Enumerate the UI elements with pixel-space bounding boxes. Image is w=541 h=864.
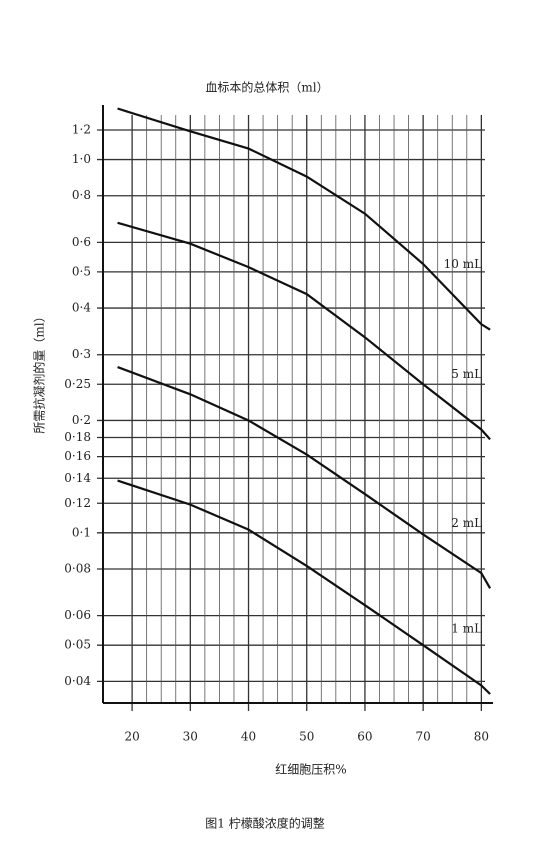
series-label: 2 mL <box>451 516 482 530</box>
series-label: 5 mL <box>451 367 482 381</box>
y-tick-label: 0·5 <box>72 264 91 278</box>
line <box>117 479 491 695</box>
y-tick-label: 0·14 <box>64 471 91 485</box>
y-axis-label: 所需抗凝剂的量（ml） <box>32 310 47 433</box>
line <box>117 221 491 441</box>
series-label: 1 mL <box>451 621 482 635</box>
y-tick-label: 0·06 <box>64 608 91 622</box>
y-tick-label: 0·08 <box>64 561 91 575</box>
line <box>117 366 492 589</box>
y-tick-label: 0·4 <box>72 301 91 315</box>
y-tick-label: 0·8 <box>72 188 91 202</box>
y-tick-label: 0·1 <box>72 525 91 539</box>
y-tick-label: 0·18 <box>64 430 91 444</box>
series-label: 10 mL <box>444 257 482 271</box>
x-tick-label: 30 <box>183 730 198 744</box>
x-tick-label: 20 <box>124 730 139 744</box>
x-tick-label: 40 <box>241 730 256 744</box>
y-tick-label: 0·25 <box>64 377 91 391</box>
x-tick-label: 70 <box>416 730 431 744</box>
y-tick-label: 0·05 <box>64 638 91 652</box>
y-tick-label: 0·2 <box>72 413 91 427</box>
caption: 图1 柠檬酸浓度的调整 <box>205 816 324 831</box>
y-tick-label: 1·2 <box>72 122 91 136</box>
x-tick-label: 50 <box>299 730 314 744</box>
y-tick-label: 0·04 <box>64 674 91 688</box>
y-tick-label: 0·12 <box>64 496 91 510</box>
y-tick-label: 0·16 <box>64 449 91 463</box>
x-tick-label: 80 <box>474 730 489 744</box>
x-axis-label: 红细胞压积% <box>275 762 346 777</box>
x-tick-label: 60 <box>357 730 372 744</box>
y-tick-label: 0·6 <box>72 235 91 249</box>
line <box>117 107 491 331</box>
y-tick-label: 0·3 <box>72 347 91 361</box>
y-tick-label: 1·0 <box>72 152 91 166</box>
chart-title: 血标本的总体积（ml） <box>205 80 328 95</box>
